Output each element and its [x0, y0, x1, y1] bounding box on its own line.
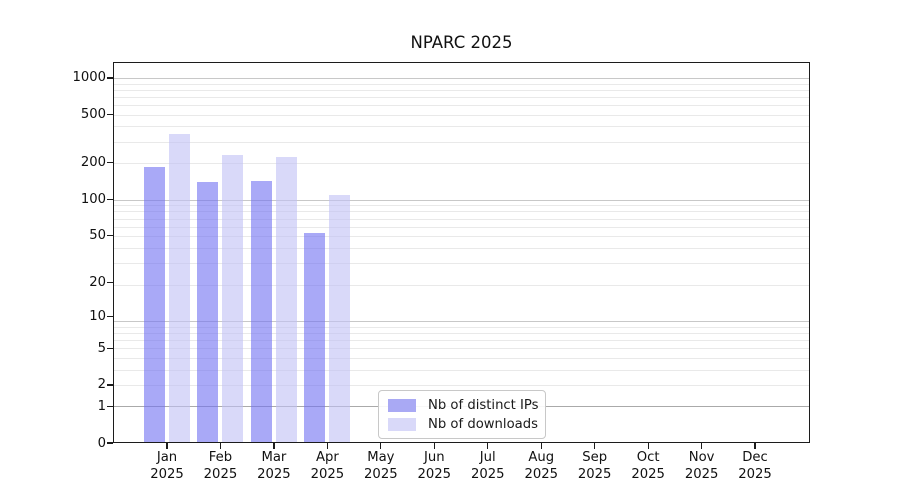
y-axis-tick — [107, 281, 113, 283]
x-axis-tick — [273, 443, 275, 449]
bar-distinct-ips — [304, 233, 326, 443]
x-tick-label: Nov 2025 — [684, 450, 719, 482]
y-tick-label: 10 — [89, 308, 106, 324]
bar-downloads — [275, 157, 297, 443]
bar-downloads — [222, 155, 244, 443]
gridline — [113, 284, 810, 286]
y-tick-label: 500 — [80, 107, 106, 123]
gridline — [113, 199, 810, 201]
gridline — [113, 333, 810, 335]
y-axis-tick — [107, 162, 113, 164]
y-tick-label: 20 — [89, 274, 106, 290]
gridline — [113, 126, 810, 128]
y-axis-tick — [107, 198, 113, 200]
y-axis-tick — [107, 77, 113, 79]
legend: Nb of distinct IPs Nb of downloads — [378, 390, 546, 439]
gridline — [113, 163, 810, 165]
x-axis-tick — [540, 443, 542, 449]
gridline — [113, 248, 810, 250]
bar-distinct-ips — [197, 181, 219, 443]
gridline — [113, 340, 810, 342]
y-axis-tick — [107, 384, 113, 386]
y-axis-tick — [107, 405, 113, 407]
x-tick-label: Feb 2025 — [203, 450, 238, 482]
y-tick-label: 5 — [97, 340, 106, 356]
gridline — [113, 105, 810, 107]
gridline — [113, 205, 810, 207]
gridline — [113, 226, 810, 228]
y-axis-tick — [107, 113, 113, 116]
legend-entry-distinct-ips: Nb of distinct IPs — [388, 397, 539, 413]
x-tick-label: Mar 2025 — [257, 450, 291, 482]
x-tick-label: Aug 2025 — [524, 450, 558, 482]
gridline — [113, 218, 810, 220]
bar-downloads — [329, 195, 351, 443]
x-tick-label: May 2025 — [364, 450, 398, 482]
bar-downloads — [169, 134, 190, 443]
x-tick-label: Sep 2025 — [577, 450, 612, 482]
y-tick-label: 1 — [97, 398, 106, 414]
bar-distinct-ips — [144, 166, 165, 443]
x-axis-tick — [701, 443, 703, 449]
x-tick-label: Apr 2025 — [310, 450, 345, 482]
x-tick-label: Dec 2025 — [738, 450, 772, 482]
chart-title: NPARC 2025 — [410, 33, 513, 52]
gridline — [113, 263, 810, 265]
bar-distinct-ips — [250, 180, 272, 443]
x-axis-tick — [487, 443, 489, 449]
legend-swatch-downloads — [388, 417, 416, 431]
x-axis-tick — [326, 443, 328, 449]
gridline — [113, 211, 810, 213]
gridline — [113, 236, 810, 238]
x-axis-tick — [380, 443, 382, 449]
x-axis-tick — [166, 443, 168, 449]
gridline — [113, 114, 810, 116]
x-tick-label: Jan 2025 — [150, 450, 184, 482]
x-axis-tick — [647, 443, 649, 449]
gridline — [113, 369, 810, 371]
x-tick-label: Oct 2025 — [631, 450, 665, 482]
legend-entry-downloads: Nb of downloads — [388, 416, 538, 432]
y-tick-label: 2 — [97, 377, 106, 393]
y-tick-label: 0 — [97, 435, 106, 451]
gridline — [113, 83, 810, 85]
gridline — [113, 78, 810, 80]
x-axis-tick — [754, 443, 756, 449]
x-tick-label: Jun 2025 — [417, 450, 452, 482]
legend-label-downloads: Nb of downloads — [428, 416, 538, 432]
gridline — [113, 96, 810, 98]
y-axis-tick — [107, 234, 113, 236]
gridline — [113, 321, 810, 323]
x-axis-tick — [433, 443, 435, 449]
gridline — [113, 89, 810, 91]
legend-swatch-distinct-ips — [388, 398, 416, 412]
gridline — [113, 348, 810, 350]
y-axis-tick — [107, 442, 113, 444]
y-axis-tick — [107, 347, 113, 349]
legend-label-distinct-ips: Nb of distinct IPs — [428, 397, 539, 413]
y-tick-label: 100 — [80, 191, 106, 207]
y-tick-label: 200 — [80, 155, 106, 171]
x-axis-tick — [219, 443, 222, 449]
y-tick-label: 50 — [89, 227, 106, 243]
y-axis-tick — [107, 315, 113, 317]
y-tick-label: 1000 — [72, 70, 106, 86]
x-axis-tick — [594, 443, 596, 449]
gridline — [113, 141, 810, 143]
gridline — [113, 384, 810, 386]
gridline — [113, 326, 810, 328]
plot-area — [113, 62, 810, 443]
gridline — [113, 357, 810, 359]
x-tick-label: Jul 2025 — [470, 450, 505, 482]
